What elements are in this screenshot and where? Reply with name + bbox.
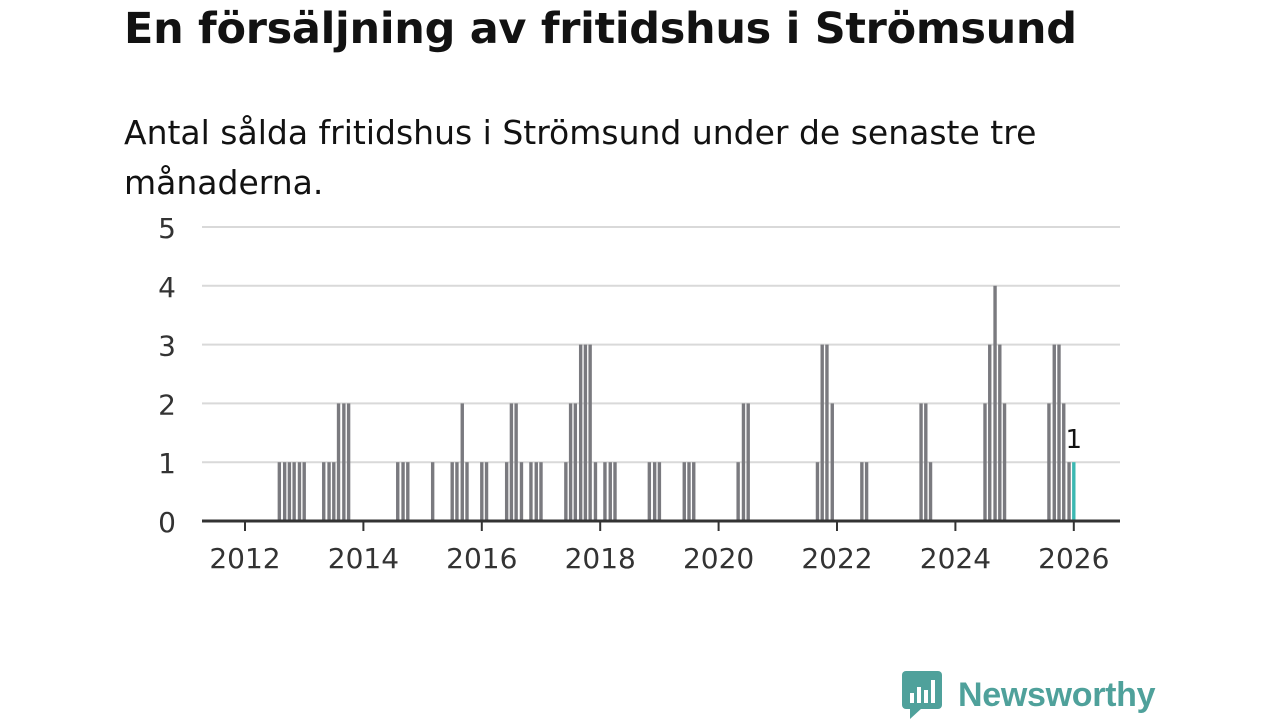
newsworthy-logo-icon (902, 671, 942, 719)
y-tick-label-4: 4 (158, 271, 176, 304)
bar-45 (736, 462, 740, 521)
bar-8 (332, 462, 336, 521)
bar-4 (297, 462, 302, 521)
bar-55 (924, 403, 928, 521)
bar-19 (465, 462, 469, 521)
bar-25 (519, 462, 524, 521)
bar-63 (1052, 344, 1056, 521)
bar-62 (1047, 403, 1051, 521)
bar-58 (988, 344, 992, 521)
bar-6 (322, 462, 326, 521)
bar-15 (430, 462, 435, 521)
bar-23 (509, 403, 514, 521)
bar-46 (741, 403, 746, 521)
bar-40 (652, 462, 657, 521)
bar-36 (603, 462, 607, 521)
x-tick-label-2016: 2016 (446, 542, 517, 575)
brand-logo: Newsworthy (902, 670, 1156, 720)
bar-42 (682, 462, 686, 521)
x-tick-label-2024: 2024 (920, 542, 991, 575)
bar-33 (583, 344, 588, 521)
bar-54 (919, 403, 923, 521)
bar-28 (539, 462, 543, 521)
bar-24 (514, 403, 518, 521)
bar-7 (327, 462, 331, 521)
bar-27 (534, 462, 538, 521)
chart-subtitle: Antal sålda fritidshus i Strömsund under… (124, 113, 1037, 202)
bar-26 (529, 462, 533, 521)
bar-0 (277, 462, 282, 521)
bar-16 (450, 462, 454, 521)
gridlines (202, 226, 1120, 464)
bar-highlight (1072, 462, 1076, 521)
bar-41 (657, 462, 662, 521)
y-tick-label-2: 2 (158, 388, 176, 421)
bar-29 (564, 462, 568, 521)
axes (202, 519, 1120, 531)
y-tick-label-3: 3 (158, 330, 176, 363)
bar-10 (342, 403, 346, 521)
bar-1 (282, 462, 287, 521)
bar-14 (406, 462, 410, 521)
bar-22 (504, 462, 509, 521)
bar-50 (825, 344, 829, 521)
bars (277, 285, 1076, 521)
bar-52 (860, 462, 864, 521)
bar-65 (1062, 403, 1066, 521)
chart-title: En försäljning av fritidshus i Strömsund (124, 4, 1077, 54)
bar-2 (287, 462, 292, 521)
bar-35 (593, 462, 598, 521)
bar-43 (687, 462, 691, 521)
bar-48 (815, 462, 820, 521)
bar-64 (1057, 344, 1061, 521)
bar-47 (746, 403, 750, 521)
bar-59 (993, 285, 997, 521)
bar-31 (573, 403, 578, 521)
y-tick-label-1: 1 (158, 447, 176, 480)
brand-name: Newsworthy (958, 675, 1156, 714)
bar-3 (292, 462, 296, 521)
bar-60 (998, 344, 1002, 521)
y-tick-label-5: 5 (158, 212, 176, 245)
bar-12 (396, 462, 400, 521)
bar-5 (302, 462, 306, 521)
labels: 0 1 2 3 4 5 2012 2014 2016 2018 2020 2022 2024 2026 1 (158, 212, 1109, 575)
x-tick-label-2022: 2022 (801, 542, 872, 575)
data-label-latest: 1 (1066, 425, 1083, 455)
bar-44 (692, 462, 696, 521)
bar-53 (864, 462, 869, 521)
bar-37 (608, 462, 612, 521)
bar-21 (484, 462, 489, 521)
x-tick-label-2012: 2012 (209, 542, 280, 575)
bar-17 (455, 462, 459, 521)
bar-30 (568, 403, 573, 521)
bar-57 (983, 403, 987, 521)
bar-34 (588, 344, 592, 521)
bar-66 (1067, 462, 1071, 521)
x-tick-label-2026: 2026 (1038, 542, 1109, 575)
bar-13 (401, 462, 405, 521)
bar-38 (613, 462, 617, 521)
bar-61 (1002, 403, 1007, 521)
bar-49 (820, 344, 824, 521)
bar-18 (460, 403, 464, 521)
bar-51 (830, 403, 834, 521)
y-tick-label-0: 0 (158, 506, 176, 539)
bar-56 (928, 462, 933, 521)
x-tick-label-2014: 2014 (328, 542, 399, 575)
x-tick-label-2018: 2018 (565, 542, 636, 575)
bar-39 (647, 462, 652, 521)
bar-11 (346, 403, 351, 521)
bar-20 (480, 462, 484, 521)
x-tick-label-2020: 2020 (683, 542, 754, 575)
bar-9 (336, 403, 341, 521)
bar-32 (578, 344, 583, 521)
